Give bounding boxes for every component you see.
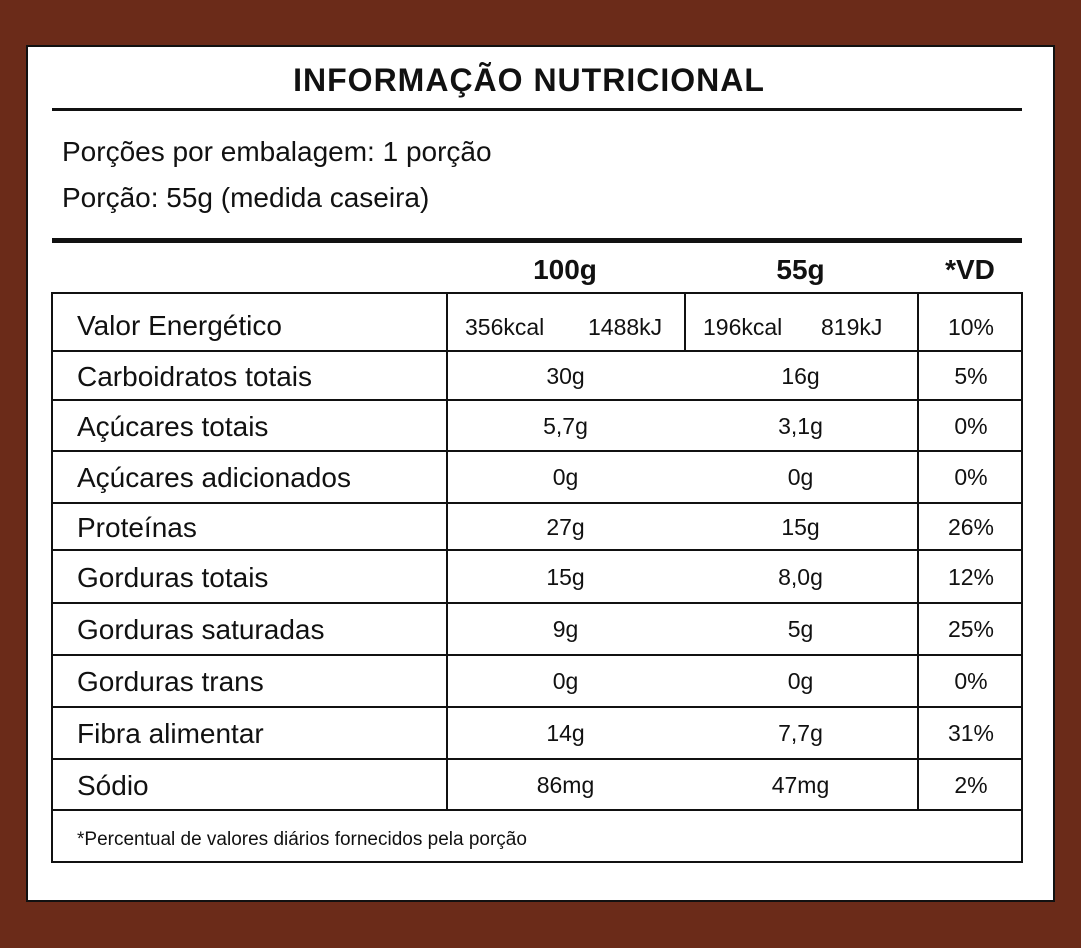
column-header-vd: *VD (945, 254, 995, 285)
value-vd: 31% (947, 720, 995, 746)
value-portion: 0g (787, 464, 814, 490)
value-100g: 5,7g (543, 413, 588, 439)
portion-size: Porção: 55g (medida caseira) (62, 182, 430, 213)
value-portion: 8,0g (778, 564, 823, 590)
title-divider (52, 108, 1022, 111)
table-row: Fibra alimentar 14g 7,7g 31% (53, 708, 1021, 760)
value-100g: 14g (546, 720, 585, 746)
value-portion: 15g (781, 514, 820, 540)
table-row: Gorduras trans 0g 0g 0% (53, 656, 1021, 708)
nutrient-label: Gorduras saturadas (77, 614, 325, 645)
column-header-portion: 55g (776, 254, 825, 285)
energy-kj-portion: 819kJ (821, 314, 883, 340)
value-vd: 2% (954, 772, 988, 798)
table-row: Proteínas 27g 15g 26% (53, 504, 1021, 551)
value-100g: 30g (546, 363, 585, 389)
energy-vd: 10% (947, 314, 995, 340)
value-100g: 15g (546, 564, 585, 590)
energy-kcal-portion: 196kcal (703, 314, 783, 340)
energy-kcal-100g: 356kcal (465, 314, 545, 340)
value-100g: 0g (552, 464, 579, 490)
value-portion: 5g (787, 616, 814, 642)
nutrition-table: Valor Energético 356kcal 1488kJ 196kcal … (51, 292, 1023, 863)
value-portion: 0g (787, 668, 814, 694)
value-vd: 0% (954, 413, 988, 439)
column-divider-1 (446, 294, 448, 811)
energy-kj-100g: 1488kJ (588, 314, 663, 340)
value-vd: 5% (954, 363, 988, 389)
value-portion: 47mg (771, 772, 830, 798)
table-row-energy: Valor Energético 356kcal 1488kJ 196kcal … (53, 294, 1021, 352)
header-divider (52, 238, 1022, 243)
value-100g: 86mg (536, 772, 595, 798)
value-portion: 3,1g (778, 413, 823, 439)
footnote: *Percentual de valores diários fornecido… (77, 829, 527, 850)
nutrient-label: Gorduras totais (77, 562, 269, 593)
servings-per-package: Porções por embalagem: 1 porção (62, 136, 492, 167)
value-vd: 12% (947, 564, 995, 590)
value-vd: 26% (947, 514, 995, 540)
value-vd: 25% (947, 616, 995, 642)
nutrient-label: Gorduras trans (77, 666, 264, 697)
value-100g: 9g (552, 616, 579, 642)
column-divider-3 (917, 294, 919, 811)
value-portion: 16g (781, 363, 820, 389)
nutrient-label: Carboidratos totais (77, 361, 313, 392)
table-row: Carboidratos totais 30g 16g 5% (53, 352, 1021, 401)
nutrient-label: Açúcares adicionados (77, 462, 351, 493)
value-portion: 7,7g (778, 720, 823, 746)
nutrient-label: Valor Energético (77, 310, 282, 341)
nutrient-label: Sódio (77, 770, 149, 801)
nutrient-label: Açúcares totais (77, 411, 269, 442)
nutrient-label: Fibra alimentar (77, 718, 264, 749)
table-row: Gorduras totais 15g 8,0g 12% (53, 551, 1021, 604)
value-vd: 0% (954, 668, 988, 694)
value-100g: 27g (546, 514, 585, 540)
nutrient-label: Proteínas (77, 512, 197, 543)
table-row: Açúcares totais 5,7g 3,1g 0% (53, 401, 1021, 452)
value-vd: 0% (954, 464, 988, 490)
value-100g: 0g (552, 668, 579, 694)
column-header-100g: 100g (533, 254, 597, 285)
table-row: Açúcares adicionados 0g 0g 0% (53, 452, 1021, 504)
label-title: INFORMAÇÃO NUTRICIONAL (293, 62, 765, 98)
table-row: Sódio 86mg 47mg 2% (53, 760, 1021, 811)
table-row: Gorduras saturadas 9g 5g 25% (53, 604, 1021, 656)
